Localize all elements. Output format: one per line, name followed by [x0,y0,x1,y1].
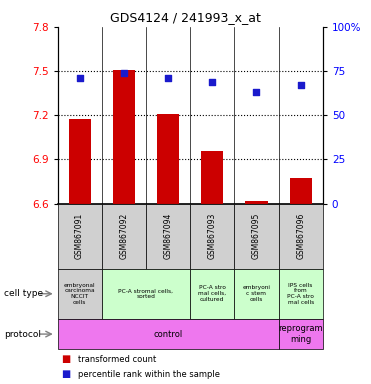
Bar [157,114,179,204]
Text: protocol: protocol [4,329,41,339]
Point [209,79,215,85]
Text: control: control [153,329,183,339]
Text: GSM867094: GSM867094 [164,213,173,259]
Text: IPS cells
from
PC-A stro
mal cells: IPS cells from PC-A stro mal cells [287,283,314,305]
Text: ■: ■ [61,369,70,379]
Bar [113,70,135,204]
Text: GDS4124 / 241993_x_at: GDS4124 / 241993_x_at [110,12,261,25]
Point [77,75,83,81]
Point [253,89,259,95]
Text: GSM867095: GSM867095 [252,213,261,259]
Text: GSM867091: GSM867091 [75,213,84,259]
Text: ■: ■ [61,354,70,364]
Text: GSM867092: GSM867092 [119,213,128,259]
Text: embryoni
c stem
cells: embryoni c stem cells [243,285,270,302]
Text: GSM867096: GSM867096 [296,213,305,259]
Bar [69,119,91,204]
Text: transformed count: transformed count [78,354,156,364]
Bar [201,151,223,204]
Bar [245,201,267,204]
Point [165,75,171,81]
Text: PC-A stro
mal cells,
cultured: PC-A stro mal cells, cultured [198,285,226,302]
Text: cell type: cell type [4,289,43,298]
Text: PC-A stromal cells,
sorted: PC-A stromal cells, sorted [118,288,173,299]
Text: GSM867093: GSM867093 [208,213,217,259]
Point [298,82,303,88]
Text: reprogram
ming: reprogram ming [278,324,323,344]
Bar [290,178,312,204]
Text: embryonal
carcinoma
NCCIT
cells: embryonal carcinoma NCCIT cells [64,283,95,305]
Text: percentile rank within the sample: percentile rank within the sample [78,370,220,379]
Point [121,70,127,76]
